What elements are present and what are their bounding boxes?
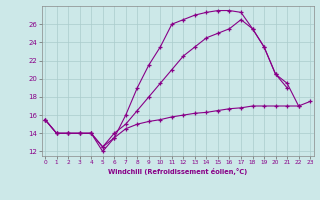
X-axis label: Windchill (Refroidissement éolien,°C): Windchill (Refroidissement éolien,°C) [108, 168, 247, 175]
